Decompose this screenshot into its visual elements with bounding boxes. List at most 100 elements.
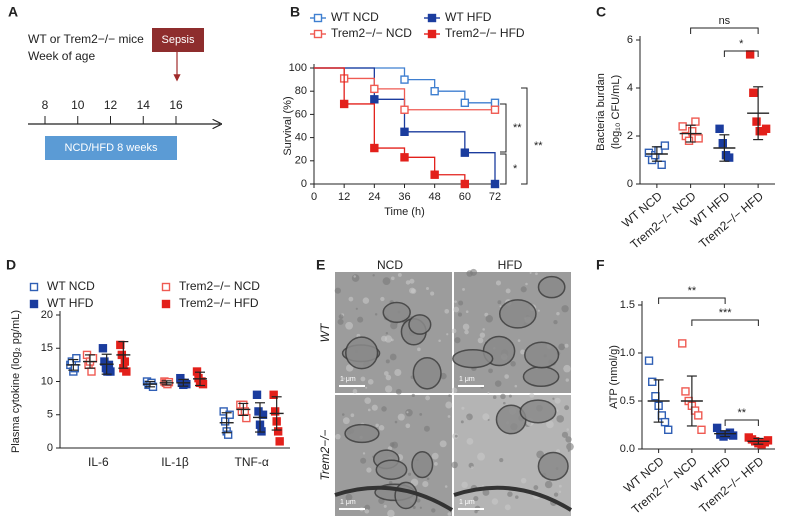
texture (561, 305, 569, 313)
legend-marker (313, 29, 323, 39)
texture (383, 504, 387, 508)
legend-marker (427, 29, 437, 39)
texture (520, 477, 527, 484)
texture (494, 380, 502, 387)
mitochondrion (537, 451, 569, 481)
texture (454, 337, 461, 344)
texture (553, 492, 559, 497)
texture (419, 506, 422, 509)
texture (453, 306, 460, 313)
texture (458, 300, 464, 306)
texture (479, 332, 486, 338)
texture (495, 280, 502, 286)
week-label: 16 (169, 98, 183, 112)
sig-label: * (513, 163, 518, 175)
texture (365, 386, 368, 389)
legend-label: Trem2−/− NCD (179, 279, 260, 293)
texture (439, 440, 447, 448)
texture (448, 394, 451, 397)
data-point (270, 407, 280, 416)
texture (477, 452, 486, 461)
texture (502, 401, 506, 405)
panel-label: B (290, 4, 300, 20)
texture (564, 405, 570, 411)
sig-label: * (739, 38, 744, 50)
data-point (122, 367, 131, 376)
survival-step (344, 103, 375, 149)
data-point (72, 354, 81, 363)
legend-label: Trem2−/− HFD (179, 296, 259, 310)
data-point (657, 411, 667, 420)
texture (497, 300, 502, 305)
texture (444, 485, 448, 488)
survival-step (374, 98, 406, 132)
texture (335, 433, 341, 440)
texture (411, 393, 415, 397)
data-point (223, 430, 233, 439)
texture (556, 311, 560, 316)
texture (492, 395, 497, 399)
texture (466, 413, 473, 421)
x-tick-label: 12 (338, 191, 350, 203)
x-axis-title: Time (h) (384, 206, 425, 218)
texture (507, 491, 513, 497)
texture (473, 495, 479, 502)
y-axis-title: Survival (%) (282, 96, 294, 155)
legend-marker (427, 13, 437, 23)
mitochondrion (524, 341, 560, 369)
data-point (657, 160, 666, 170)
nucleus-edge (453, 485, 573, 512)
texture (342, 417, 350, 425)
data-point (400, 153, 409, 162)
texture (431, 452, 439, 460)
sig-bracket (723, 50, 759, 57)
y-tick-label: 1.0 (620, 347, 635, 359)
data-point (460, 148, 470, 157)
texture (460, 420, 464, 424)
texture (563, 364, 571, 373)
texture (447, 415, 451, 418)
data-point (712, 423, 722, 433)
texture (367, 379, 374, 385)
texture (567, 449, 570, 452)
texture (352, 388, 358, 394)
scale-label: 1 μm (340, 376, 356, 383)
texture (375, 423, 379, 428)
texture (385, 374, 392, 381)
texture (517, 339, 521, 342)
y-tick-label: 0 (627, 178, 633, 190)
age-label: Week of age (28, 49, 95, 63)
legend-marker (29, 299, 39, 309)
y-tick-label: 6 (627, 34, 633, 46)
texture (357, 316, 364, 323)
week-label: 8 (42, 98, 49, 112)
texture (360, 457, 367, 464)
texture (533, 485, 539, 490)
data-point (761, 124, 771, 134)
texture (405, 408, 413, 417)
texture (447, 512, 452, 516)
y-tick-label: 60 (295, 108, 307, 120)
texture (564, 343, 569, 348)
data-point (648, 377, 657, 386)
texture (499, 457, 504, 463)
texture (438, 339, 441, 343)
texture (520, 349, 526, 355)
mitochondrion (408, 314, 432, 335)
sepsis-box (152, 28, 204, 52)
y-tick-label: 2 (627, 130, 633, 142)
mitochondrion (522, 366, 560, 388)
data-point (684, 136, 694, 146)
texture (348, 296, 354, 302)
data-point (678, 339, 687, 348)
texture (510, 361, 516, 367)
texture (529, 271, 532, 274)
data-point (273, 427, 283, 436)
panel-label: C (596, 4, 606, 20)
texture (362, 297, 370, 304)
mitochondrion (375, 459, 408, 480)
data-point (691, 117, 700, 126)
texture (353, 275, 356, 278)
texture (525, 282, 528, 286)
texture (345, 321, 353, 330)
